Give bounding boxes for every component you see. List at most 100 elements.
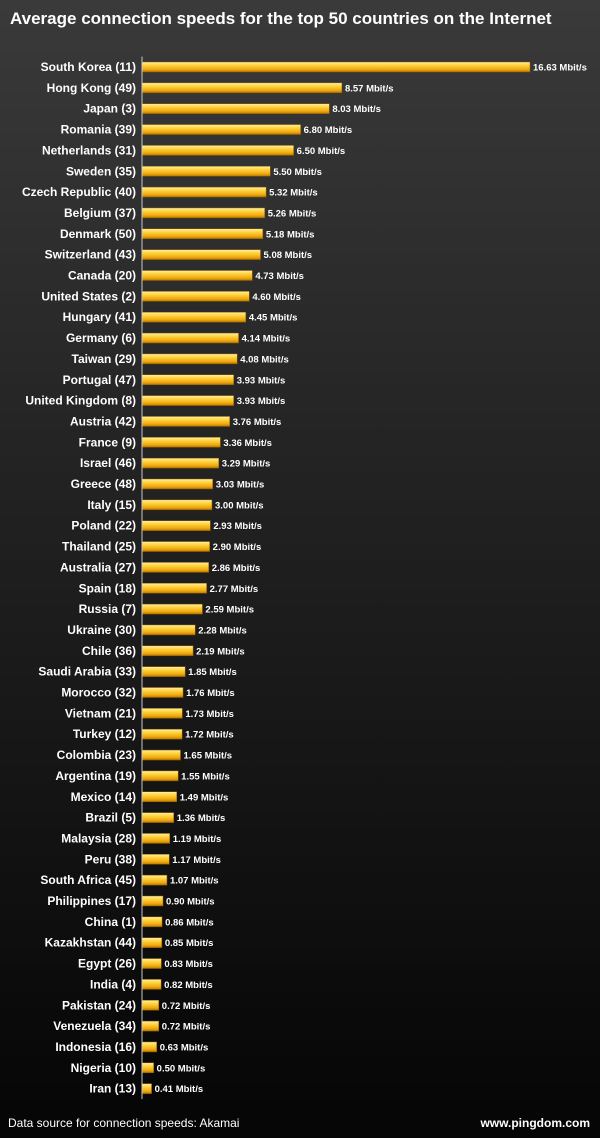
value-label: 3.93 Mbit/s [237,375,286,386]
bar [141,749,181,761]
bar [141,958,162,969]
category-label: Malaysia (28) [61,831,136,845]
category-label: United Kingdom (8) [25,394,136,408]
category-label: Ukraine (30) [67,623,136,637]
bar [141,332,239,344]
data-source-note: Data source for connection speeds: Akama… [8,1116,240,1130]
category-label: Argentina (19) [55,769,136,783]
category-label: Pakistan (24) [62,998,136,1012]
value-label: 1.72 Mbit/s [185,730,234,741]
value-label: 3.93 Mbit/s [237,396,286,407]
value-label: 1.85 Mbit/s [188,667,237,678]
category-labels-layer: South Korea (11) Hong Kong (49) Japan (3) R… [22,60,136,1096]
category-label: Switzerland (43) [45,248,136,262]
bar [141,124,301,135]
category-label: Italy (15) [87,498,136,512]
category-label: Portugal (47) [63,373,136,387]
value-label: 1.76 Mbit/s [186,688,235,699]
value-label: 0.50 Mbit/s [157,1063,206,1074]
category-label: Egypt (26) [78,957,136,971]
category-label: South Korea (11) [41,60,136,74]
bar [141,82,343,94]
category-label: Venezuela (34) [53,1019,136,1033]
bar [141,249,261,260]
bar [141,687,184,698]
bar [141,270,253,281]
category-label: Nigeria (10) [71,1061,136,1075]
value-label: 0.72 Mbit/s [162,1001,211,1012]
category-label: Mexico (14) [71,790,136,804]
bar [141,1062,154,1074]
category-label: Romania (39) [61,123,136,137]
bar [141,499,213,511]
category-label: Kazakhstan (44) [45,936,136,950]
category-label: Japan (3) [83,102,136,116]
value-label: 4.08 Mbit/s [240,354,289,365]
value-label: 1.73 Mbit/s [185,709,234,720]
bar [141,1020,160,1032]
category-label: Philippines (17) [47,894,136,908]
bar [141,728,183,740]
bar [141,374,234,385]
value-label: 4.60 Mbit/s [252,292,301,303]
category-label: Denmark (50) [60,227,136,241]
bar [141,520,211,531]
value-label: 4.45 Mbit/s [249,313,298,324]
bar [141,395,234,406]
value-label: 1.36 Mbit/s [177,813,226,824]
value-label: 2.19 Mbit/s [196,646,245,657]
bar [141,666,186,677]
category-label: Colombia (23) [57,748,136,762]
bar [141,874,168,886]
site-link[interactable]: www.pingdom.com [480,1116,590,1130]
category-label: Hungary (41) [63,310,136,324]
bar [141,437,221,448]
bar [141,103,330,114]
bar [141,603,203,615]
value-label: 1.19 Mbit/s [173,834,222,845]
category-label: Germany (6) [66,331,136,345]
category-label: Brazil (5) [85,811,136,825]
chart-title: Average connection speeds for the top 50… [10,9,552,28]
value-labels-layer: 16.63 Mbit/s 8.57 Mbit/s 8.03 Mbit/s 6.80 M… [155,63,587,1096]
value-label: 5.32 Mbit/s [269,188,318,199]
value-label: 8.57 Mbit/s [345,83,394,94]
category-label: India (4) [90,977,136,991]
bar [141,291,250,302]
category-label: Czech Republic (40) [22,185,136,199]
bar [141,770,179,782]
value-label: 5.18 Mbit/s [266,229,315,240]
bar [141,895,164,907]
category-label: Indonesia (16) [55,1040,136,1054]
value-label: 4.14 Mbit/s [242,334,291,345]
value-label: 0.83 Mbit/s [164,959,213,970]
category-label: Turkey (12) [73,727,136,741]
bar [141,61,531,73]
value-label: 5.50 Mbit/s [273,167,322,178]
category-label: Iran (13) [89,1082,136,1096]
value-label: 3.00 Mbit/s [215,500,264,511]
bar [141,979,162,990]
value-label: 0.85 Mbit/s [165,938,214,949]
bar [141,624,196,636]
value-label: 3.03 Mbit/s [216,480,265,491]
bar [141,166,271,177]
category-label: Peru (38) [85,852,136,866]
bar [141,145,294,156]
category-label: Morocco (32) [61,686,136,700]
value-label: 1.17 Mbit/s [172,855,221,866]
bar [141,916,163,928]
category-label: Chile (36) [82,644,136,658]
category-label: Canada (20) [68,269,136,283]
value-label: 6.50 Mbit/s [297,146,346,157]
category-label: Israel (46) [80,456,136,470]
value-label: 2.28 Mbit/s [198,625,247,636]
bar [141,937,163,948]
bar [141,1000,160,1011]
value-label: 0.41 Mbit/s [155,1084,204,1095]
value-label: 8.03 Mbit/s [332,104,381,115]
bar [141,416,230,427]
category-label: Netherlands (31) [42,143,136,157]
bars-layer [141,61,531,1094]
category-label: Vietnam (21) [65,706,136,720]
